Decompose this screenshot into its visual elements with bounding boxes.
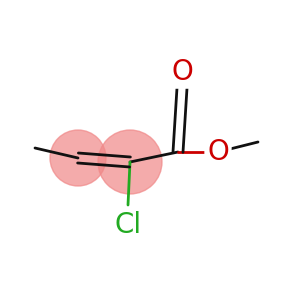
Text: O: O: [207, 138, 229, 166]
Text: Cl: Cl: [114, 211, 142, 239]
Circle shape: [50, 130, 106, 186]
Text: O: O: [171, 58, 193, 86]
Circle shape: [98, 130, 162, 194]
